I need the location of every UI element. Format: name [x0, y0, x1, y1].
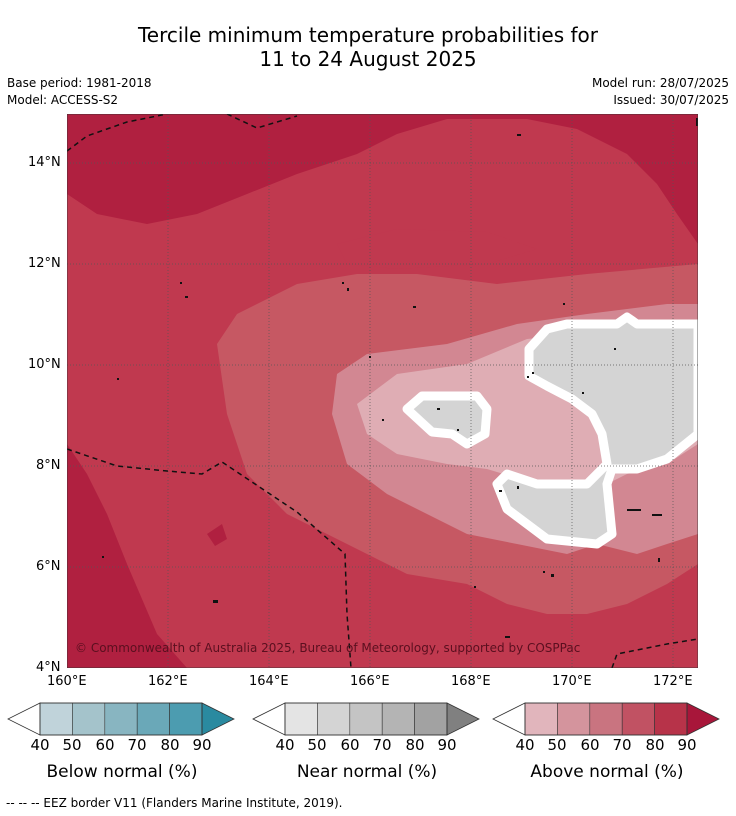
cb-tick: 40	[515, 736, 535, 754]
cb-tick: 50	[62, 736, 82, 754]
issued-label: Issued: 30/07/2025	[613, 93, 729, 107]
eez-border-footnote: -- -- -- EEZ border V11 (Flanders Marine…	[6, 796, 343, 810]
cb-tick: 60	[340, 736, 360, 754]
colorbar-swatch	[381, 702, 415, 736]
cb-tick: 80	[160, 736, 180, 754]
colorbar-swatch	[349, 702, 383, 736]
near-normal-area-west	[402, 391, 492, 449]
above-normal-legend-title: Above normal (%)	[530, 762, 684, 782]
cb-tick: 50	[547, 736, 567, 754]
lat-tick-6n: 6°N	[36, 559, 61, 574]
cb-tick: 50	[307, 736, 327, 754]
colorbar-swatch	[654, 702, 688, 736]
base-period-label: Base period: 1981-2018	[7, 76, 152, 90]
above-normal-60-upper	[337, 229, 537, 269]
cb-tick: 90	[192, 736, 212, 754]
cb-tick: 90	[677, 736, 697, 754]
above-normal-80-patch	[207, 524, 227, 546]
below-normal-legend-title: Below normal (%)	[46, 762, 198, 782]
near-normal-area-east	[492, 312, 698, 549]
below-normal-max-arrow	[201, 702, 235, 736]
map-title-line2: 11 to 24 August 2025	[259, 47, 477, 71]
above-normal-colorbar	[492, 702, 720, 736]
near-normal-colorbar	[252, 702, 480, 736]
lon-tick-172e: 172°E	[653, 674, 693, 689]
cb-tick: 80	[645, 736, 665, 754]
near-normal-min-arrow	[252, 702, 286, 736]
cb-tick: 80	[405, 736, 425, 754]
near-normal-legend-title: Near normal (%)	[296, 762, 438, 782]
lon-tick-166e: 166°E	[350, 674, 390, 689]
colorbar-swatch	[589, 702, 623, 736]
cb-tick: 70	[127, 736, 147, 754]
colorbar-swatch	[524, 702, 558, 736]
map-gridlines	[67, 114, 698, 668]
lon-tick-160e: 160°E	[47, 674, 87, 689]
colorbar-swatch	[39, 702, 73, 736]
lon-tick-164e: 164°E	[249, 674, 289, 689]
lat-tick-10n: 10°N	[28, 357, 61, 372]
lon-tick-170e: 170°E	[552, 674, 592, 689]
lon-tick-162e: 162°E	[148, 674, 188, 689]
colorbar-swatch	[557, 702, 591, 736]
island-marks	[102, 118, 698, 638]
model-label: Model: ACCESS-S2	[7, 93, 119, 107]
cb-tick: 40	[30, 736, 50, 754]
copyright-notice: © Commonwealth of Australia 2025, Bureau…	[75, 641, 581, 655]
eez-borders	[67, 114, 698, 668]
cb-tick: 70	[612, 736, 632, 754]
colorbar-swatch	[284, 702, 318, 736]
colorbar-swatch	[104, 702, 138, 736]
colorbar-swatch	[621, 702, 655, 736]
lat-tick-4n: 4°N	[36, 660, 61, 675]
lat-tick-14n: 14°N	[28, 155, 61, 170]
above-normal-max-arrow	[686, 702, 720, 736]
near-normal-max-arrow	[446, 702, 480, 736]
colorbar-swatch	[414, 702, 448, 736]
colorbar-swatch	[136, 702, 170, 736]
below-normal-min-arrow	[7, 702, 41, 736]
probability-map	[67, 114, 698, 668]
above-normal-min-arrow	[492, 702, 526, 736]
cb-tick: 40	[275, 736, 295, 754]
cb-tick: 60	[95, 736, 115, 754]
lat-tick-8n: 8°N	[36, 458, 61, 473]
cb-tick: 60	[580, 736, 600, 754]
cb-tick: 70	[372, 736, 392, 754]
map-title-line1: Tercile minimum temperature probabilitie…	[137, 23, 599, 47]
cb-tick: 90	[437, 736, 457, 754]
lat-tick-12n: 12°N	[28, 256, 61, 271]
lon-tick-168e: 168°E	[451, 674, 491, 689]
colorbar-swatch	[72, 702, 106, 736]
colorbar-swatch	[169, 702, 203, 736]
model-run-label: Model run: 28/07/2025	[591, 76, 729, 90]
colorbar-swatch	[317, 702, 351, 736]
below-normal-colorbar	[7, 702, 235, 736]
